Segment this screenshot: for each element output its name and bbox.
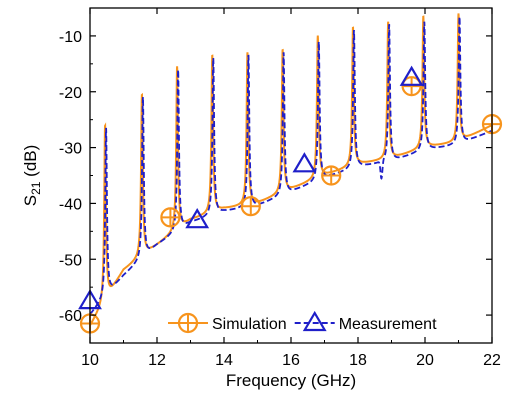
legend-label-measurement: Measurement [339,316,437,333]
legend: Simulation Measurement [168,310,437,334]
y-axis-label: S21 (dB) [21,145,43,207]
marker-measurement [292,152,317,173]
x-tick-label: 14 [215,352,233,369]
legend-label-simulation: Simulation [212,316,287,333]
x-tick-label: 18 [349,352,367,369]
y-axis-label-subscript: 21 [29,181,43,195]
marker-simulation [321,165,342,186]
y-tick-label: -60 [59,308,82,325]
x-tick-label: 12 [148,352,166,369]
marker-simulation [240,196,261,217]
legend-marker-measurement [302,310,327,332]
curves-layer [89,13,493,326]
series-line-simulation [89,13,493,326]
y-axis-label-unit: (dB) [21,145,40,182]
x-tick-label: 22 [483,352,501,369]
marker-measurement [399,65,424,86]
series-line-measurement [89,15,493,315]
y-axis-label-main: S [21,195,40,206]
y-tick-label: -20 [59,85,82,102]
y-tick-label: -30 [59,141,82,158]
x-axis-label: Frequency (GHz) [226,371,356,390]
y-tick-label: -40 [59,196,82,213]
x-tick-label: 20 [416,352,434,369]
y-tick-label: -10 [59,29,82,46]
marker-simulation [401,76,422,97]
x-tick-label: 16 [282,352,300,369]
legend-marker-simulation [177,312,199,334]
marker-simulation [160,207,181,228]
plot-frame [89,7,493,344]
marker-measurement [185,207,210,229]
ticks-layer: 10 12 14 16 18 20 22 -60 -50 -40 -30 -20 -10 [59,7,501,369]
y-tick-label: -50 [59,252,82,269]
x-tick-label: 10 [81,352,99,369]
